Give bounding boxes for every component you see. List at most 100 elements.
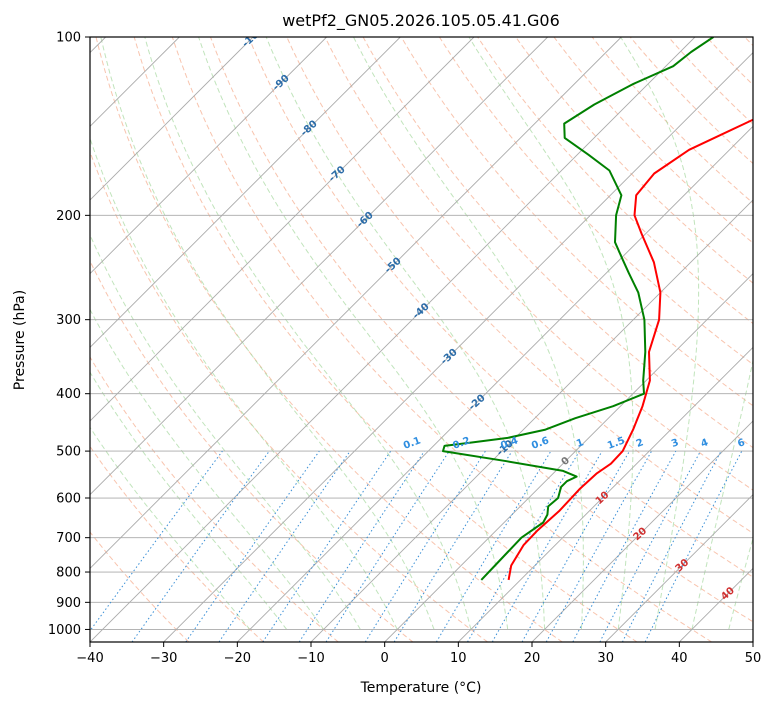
- x-tick-label: −40: [76, 651, 103, 666]
- dry-adiabat-line: [553, 37, 753, 244]
- moist-adiabat-line: [265, 37, 546, 630]
- y-tick-label: 300: [56, 313, 81, 328]
- y-tick-label: 100: [56, 31, 81, 46]
- mixing-ratio-line: [90, 450, 223, 632]
- dry-adiabat-line: [171, 37, 712, 642]
- moist-adiabat-line: [728, 536, 753, 630]
- moist-adiabat-line: [468, 37, 634, 630]
- moist-adiabat-line: [198, 37, 509, 630]
- mixing-ratio-label: 1: [575, 437, 585, 450]
- isotherm-label: 0: [560, 455, 573, 468]
- moist-adiabat-line: [90, 233, 361, 630]
- mixing-ratio-line: [644, 450, 743, 642]
- y-tick-label: 500: [56, 445, 81, 460]
- mixing-ratio-label: 0.1: [402, 435, 422, 451]
- x-tick-label: 0: [381, 651, 389, 666]
- dry-adiabat-line: [400, 37, 753, 407]
- moist-adiabat-line: [691, 358, 753, 630]
- mixing-ratio-label: 6: [736, 437, 746, 450]
- mixing-ratio-line: [435, 450, 552, 642]
- x-axis-label: Temperature (°C): [360, 680, 482, 696]
- moist-adiabat-line: [90, 308, 324, 630]
- x-tick-label: 50: [745, 651, 762, 666]
- moist-adiabat-line: [100, 37, 435, 630]
- y-tick-label: 800: [56, 566, 81, 581]
- dry-adiabat-line: [95, 37, 563, 642]
- dry-adiabat-line: [591, 37, 753, 204]
- isotherm-line: [237, 125, 753, 642]
- moist-adiabat-line: [90, 136, 398, 630]
- x-tick-label: −30: [150, 651, 177, 666]
- isotherm-line: [679, 567, 753, 642]
- dry-adiabat-line: [90, 259, 414, 642]
- isotherm-line: [384, 273, 753, 642]
- y-axis-label: Pressure (hPa): [12, 290, 28, 390]
- plot-frame: [89, 36, 754, 643]
- dry-adiabat-line: [668, 37, 753, 125]
- mixing-ratio-line: [521, 450, 630, 642]
- temperature-profile-line: [507, 118, 753, 581]
- dry-adiabat-line: [90, 356, 339, 642]
- mixing-ratio-label: 8: [764, 437, 774, 450]
- mixing-ratio-line: [298, 450, 425, 642]
- dry-adiabat-line: [706, 37, 753, 86]
- isotherm-line: [90, 37, 622, 569]
- line-labels: -100-90-80-70-60-50-40-30-20-10010203040…: [240, 37, 774, 603]
- dewpoint-profile-line: [442, 37, 714, 581]
- axes-layer: −40 −30 −20 −10 0 10 20 30 40 5010020030040050060…: [48, 31, 761, 667]
- isotherm-line: [163, 52, 753, 642]
- isotherm-line: [90, 37, 696, 642]
- mixing-ratio-line: [262, 450, 392, 642]
- y-tick-label: 400: [56, 387, 81, 402]
- mixing-ratio-line: [131, 450, 270, 642]
- chart-title: wetPf2_GN05.2026.105.05.41.G06: [282, 11, 560, 31]
- mixing-ratio-label: 0.6: [530, 435, 550, 451]
- isotherm-line: [310, 199, 753, 642]
- mixing-ratio-line: [572, 450, 677, 642]
- dry-adiabat-line: [515, 37, 753, 284]
- dry-adiabat-line: [210, 37, 753, 623]
- mixing-ratio-label: 3: [670, 437, 680, 450]
- isotherm-line: [752, 641, 753, 642]
- background-lines: [90, 37, 775, 642]
- dry-adiabat-line: [438, 37, 753, 366]
- dry-adiabat-line: [324, 37, 753, 491]
- x-tick-label: −10: [297, 651, 324, 666]
- y-tick-label: 900: [56, 596, 81, 611]
- x-tick-label: 10: [450, 651, 467, 666]
- mixing-ratio-label: 0.2: [451, 435, 471, 451]
- isotherm-line: [605, 494, 753, 642]
- x-tick-label: 20: [524, 651, 541, 666]
- isotherm-line: [90, 37, 475, 422]
- y-tick-label: 200: [56, 209, 81, 224]
- mixing-ratio-label: 4: [700, 437, 710, 450]
- mixing-ratio-line: [218, 450, 351, 642]
- y-tick-label: 700: [56, 531, 81, 546]
- mixing-ratio-line: [325, 450, 450, 642]
- dry-adiabat-line: [90, 150, 488, 642]
- isotherm-line: [531, 420, 753, 642]
- mixing-ratio-line: [185, 450, 320, 642]
- dry-adiabat-line: [90, 445, 264, 642]
- moist-adiabat-line: [90, 371, 288, 630]
- isotherm-line: [90, 37, 548, 496]
- series-layer: [442, 37, 753, 581]
- moist-adiabat-line: [766, 37, 775, 629]
- dry-adiabat-line: [133, 37, 638, 642]
- x-tick-label: 30: [597, 651, 614, 666]
- dry-adiabat-line: [90, 531, 190, 642]
- isotherm-line: [90, 37, 254, 201]
- mixing-ratio-line: [393, 450, 513, 642]
- mixing-ratio-line: [545, 450, 653, 642]
- y-tick-label: 1000: [48, 623, 81, 638]
- dry-adiabat-line: [362, 37, 753, 449]
- dry-adiabat-line: [248, 37, 753, 578]
- isotherm-line: [90, 37, 327, 275]
- moist-adiabat-line: [353, 37, 584, 630]
- mixing-ratio-line: [599, 450, 701, 642]
- x-tick-label: −20: [224, 651, 251, 666]
- mixing-ratio-line: [621, 450, 722, 642]
- x-tick-label: 40: [671, 651, 688, 666]
- isotherm-line: [458, 346, 753, 642]
- moist-adiabat-line: [620, 37, 700, 630]
